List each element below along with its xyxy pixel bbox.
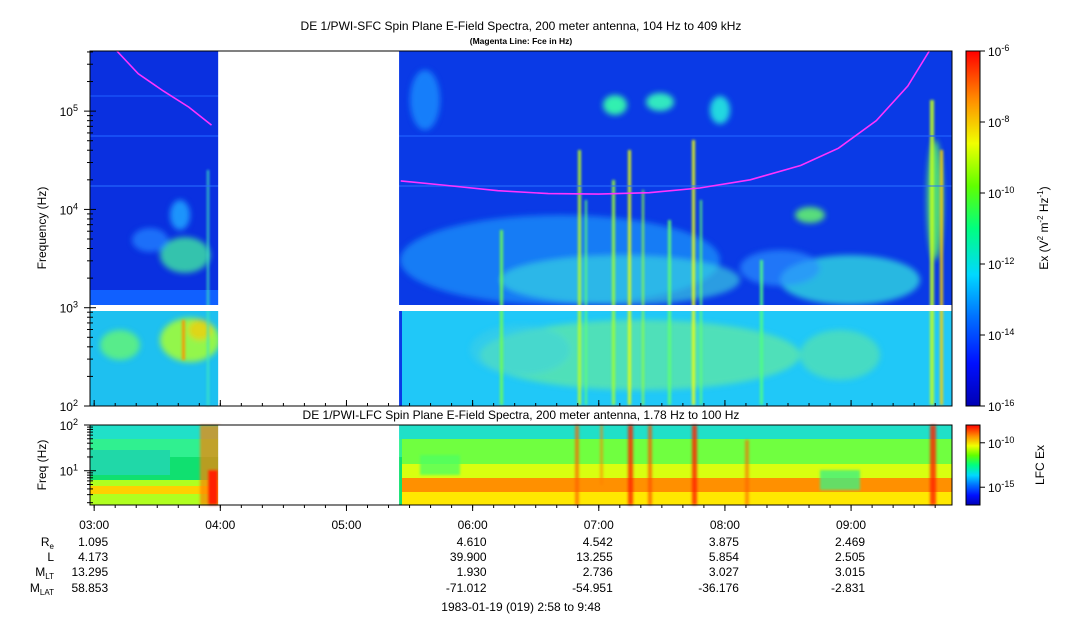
fce-line-segment-0: [116, 50, 212, 126]
time-tick-label: 05:00: [331, 518, 361, 532]
ephemeris-row-label: MLT: [35, 565, 54, 581]
sfc-subtitle: (Magenta Line: Fce in Hz): [470, 36, 573, 46]
sfc-colorbar: 10-6 10-8 10-10 10-12 10-14 10-16 Ex (V2 m-2 …: [965, 43, 1051, 414]
time-tick-label: 07:00: [584, 518, 614, 532]
ephemeris-value: 2.469: [835, 535, 865, 549]
sfc-colorbar-tick: 10-14: [988, 327, 1014, 343]
time-tick-label: 09:00: [836, 518, 866, 532]
ephemeris-value: 13.295: [71, 565, 108, 579]
fce-line-segment-1: [400, 50, 930, 195]
lfc-title: DE 1/PWI-LFC Spin Plane E-Field Spectra,…: [303, 408, 740, 422]
time-tick-label: 06:00: [458, 518, 488, 532]
ephemeris-value: 5.854: [709, 550, 739, 564]
lfc-colorbar-label: LFC Ex: [1033, 445, 1047, 485]
lfc-ylabel: Freq (Hz): [35, 440, 49, 491]
ephemeris-row-label: L: [47, 550, 54, 564]
sfc-colorbar-tick: 10-8: [988, 114, 1009, 130]
sfc-spectrum-texture: [90, 51, 952, 406]
time-tick-label: 04:00: [205, 518, 235, 532]
sfc-ytick-label: 102: [60, 398, 78, 414]
lfc-ytick-label: 102: [60, 417, 78, 433]
ephemeris-value: 58.853: [71, 581, 108, 595]
sfc-ylabel: Frequency (Hz): [35, 187, 49, 270]
lfc-panel: 101 102: [60, 417, 953, 506]
ephemeris-value: 4.173: [78, 550, 108, 564]
time-tick-label: 08:00: [710, 518, 740, 532]
ephemeris-row-label: MLAT: [30, 581, 54, 597]
ephemeris-value: 13.255: [576, 550, 613, 564]
sfc-colorbar-tick: 10-12: [988, 256, 1014, 272]
sfc-ytick-label: 103: [60, 300, 78, 316]
sfc-colorbar-tick: 10-6: [988, 43, 1009, 59]
lfc-spectrum-texture: [90, 425, 952, 505]
fce-line: [116, 50, 930, 195]
lfc-ytick-label: 101: [60, 463, 78, 479]
sfc-title: DE 1/PWI-SFC Spin Plane E-Field Spectra,…: [301, 19, 742, 33]
ephemeris-value: -36.176: [698, 581, 739, 595]
sfc-ytick-label: 104: [60, 201, 78, 217]
sfc-colorbar-label: Ex (V2 m-2 Hz-1): [1036, 186, 1051, 269]
sfc-colorbar-tick: 10-10: [988, 185, 1014, 201]
ephemeris-value: 4.610: [457, 535, 487, 549]
sfc-colorbar-tick: 10-16: [988, 398, 1014, 414]
ephemeris-value: 1.095: [78, 535, 108, 549]
ephemeris-value: -71.012: [446, 581, 487, 595]
sfc-ytick-label: 105: [60, 103, 78, 119]
footer-time-range: 1983-01-19 (019) 2:58 to 9:48: [441, 600, 601, 614]
ephemeris-value: 3.015: [835, 565, 865, 579]
lfc-colorbar-tick: 10-15: [988, 479, 1014, 495]
ephemeris-value: 3.027: [709, 565, 739, 579]
ephemeris-value: 1.930: [457, 565, 487, 579]
ephemeris-row-label: Re: [41, 535, 55, 551]
ephemeris-value: -54.951: [572, 581, 613, 595]
lfc-data-gap: [218, 425, 400, 505]
time-axis: 03:00 04:00 05:00 06:00 07:00 08:00 09:00: [79, 400, 936, 532]
lfc-colorbar: 10-10 10-15 LFC Ex: [965, 424, 1047, 506]
ephemeris-value: -2.831: [831, 581, 865, 595]
ephemeris-value: 2.736: [583, 565, 613, 579]
ephemeris-value: 4.542: [583, 535, 613, 549]
time-tick-label: 03:00: [79, 518, 109, 532]
ephemeris-value: 39.900: [450, 550, 487, 564]
sfc-data-gap: [218, 51, 400, 406]
ephemeris-value: 2.505: [835, 550, 865, 564]
ephemeris-value: 3.875: [709, 535, 739, 549]
lfc-colorbar-tick: 10-10: [988, 435, 1014, 451]
sfc-panel: 102 103 104 105: [60, 50, 953, 414]
